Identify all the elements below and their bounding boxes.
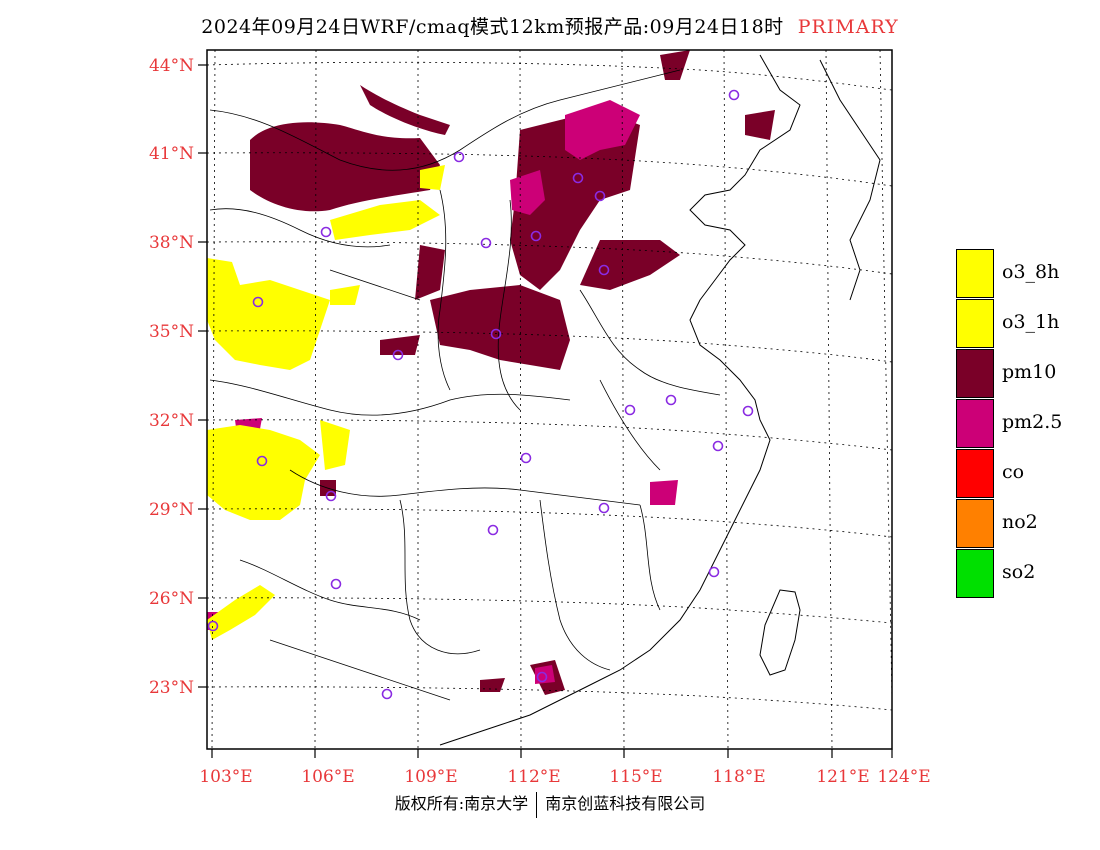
lat-label: 38°N [149, 233, 194, 253]
station-marker [520, 452, 532, 464]
station-marker [594, 190, 606, 202]
graticule [207, 50, 892, 749]
station-marker [256, 455, 268, 467]
title-text: 2024年09月24日WRF/cmaq模式12km预报产品:09月24日18时 [201, 16, 784, 38]
lon-label: 112°E [507, 767, 560, 787]
lat-label: 35°N [149, 322, 194, 342]
station-marker [252, 296, 264, 308]
station-marker [536, 671, 548, 683]
station-marker [490, 328, 502, 340]
lon-label: 121°E [816, 767, 869, 787]
legend-item-pm10: pm10 [956, 349, 1100, 399]
tick-marks [198, 64, 893, 758]
legend-item-no2: no2 [956, 499, 1100, 549]
legend-swatch [956, 549, 994, 598]
map-plot [207, 50, 892, 749]
station-marker [728, 89, 740, 101]
station-marker [665, 394, 677, 406]
legend-item-o3-8h: o3_8h [956, 249, 1100, 299]
legend-item-co: co [956, 449, 1100, 499]
lon-label: 106°E [301, 767, 354, 787]
legend-label: o3_8h [1002, 261, 1060, 283]
station-markers [207, 89, 754, 700]
legend-item-pm25: pm2.5 [956, 399, 1100, 449]
province-borders [209, 69, 721, 701]
lat-label: 26°N [149, 589, 194, 609]
station-marker [480, 237, 492, 249]
copyright-footer: 版权所有:南京大学 南京创蓝科技有限公司 [0, 790, 1100, 818]
lon-label: 103°E [199, 767, 252, 787]
legend-swatch [956, 349, 994, 398]
lat-label: 32°N [149, 411, 194, 431]
pollutant-legend: o3_8h o3_1h pm10 pm2.5 co no2 so2 [956, 249, 1100, 599]
legend-label: pm2.5 [1002, 411, 1063, 433]
copyright-left: 版权所有:南京大学 [394, 794, 529, 813]
lon-label: 118°E [712, 767, 765, 787]
legend-item-so2: so2 [956, 549, 1100, 599]
station-marker [453, 151, 465, 163]
coastline [439, 54, 801, 746]
legend-label: no2 [1002, 511, 1038, 533]
legend-label: pm10 [1002, 361, 1057, 383]
station-marker [742, 405, 754, 417]
station-marker [624, 404, 636, 416]
station-marker [381, 688, 393, 700]
footer-divider [536, 791, 538, 818]
map-frame [206, 49, 893, 750]
latitude-labels: 44°N 41°N 38°N 35°N 32°N 29°N 26°N 23°N [149, 56, 194, 698]
lon-label: 115°E [609, 767, 662, 787]
station-marker [530, 230, 542, 242]
legend-swatch [956, 299, 994, 348]
lat-label: 23°N [149, 678, 194, 698]
station-marker [487, 524, 499, 536]
pm10-region [250, 50, 775, 695]
o3-region [207, 165, 445, 640]
legend-label: o3_1h [1002, 311, 1060, 333]
lon-label: 124°E [877, 767, 930, 787]
station-marker [598, 264, 610, 276]
longitude-labels: 103°E 106°E 109°E 112°E 115°E 118°E 121°… [199, 767, 930, 787]
legend-label: co [1002, 461, 1025, 483]
station-marker [325, 490, 337, 502]
lat-label: 29°N [149, 500, 194, 520]
legend-swatch [956, 399, 994, 448]
station-marker [712, 440, 724, 452]
taiwan-island [759, 589, 801, 676]
primary-tag: PRIMARY [797, 16, 899, 38]
legend-swatch [956, 249, 994, 298]
legend-swatch [956, 449, 994, 498]
map-title: 2024年09月24日WRF/cmaq模式12km预报产品:09月24日18时 P… [0, 12, 1100, 39]
copyright-right: 南京创蓝科技有限公司 [545, 794, 706, 813]
lat-label: 44°N [149, 56, 194, 76]
korea-coast [819, 59, 881, 301]
lon-label: 109°E [404, 767, 457, 787]
station-marker [320, 226, 332, 238]
legend-swatch [956, 499, 994, 548]
station-marker [708, 566, 720, 578]
legend-label: so2 [1002, 561, 1036, 583]
station-marker [207, 620, 219, 632]
station-marker [330, 578, 342, 590]
station-marker [572, 172, 584, 184]
station-marker [392, 349, 404, 361]
station-marker [598, 502, 610, 514]
lat-label: 41°N [149, 144, 194, 164]
legend-item-o3-1h: o3_1h [956, 299, 1100, 349]
